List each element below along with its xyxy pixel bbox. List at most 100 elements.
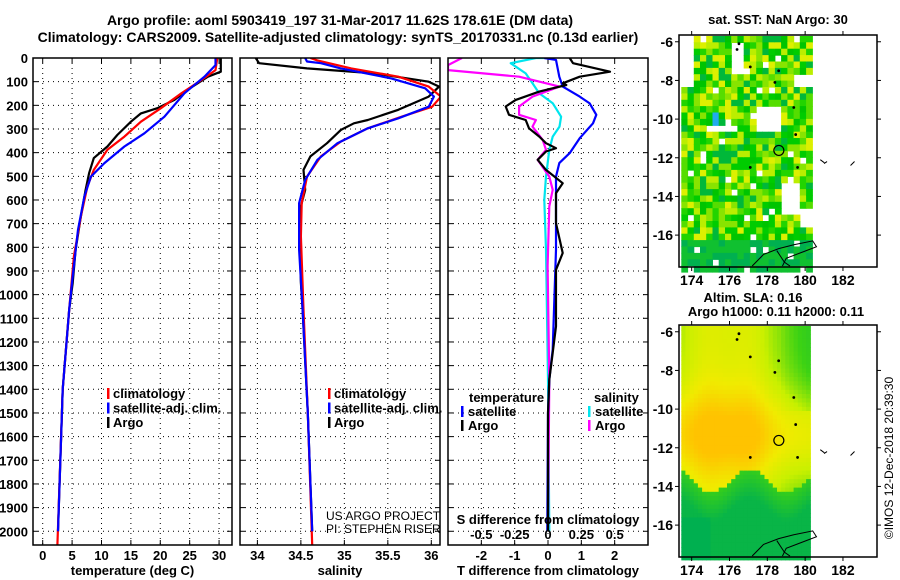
map-cell <box>797 508 803 514</box>
map-cell <box>743 246 751 254</box>
map-cell <box>793 61 801 69</box>
map-cell <box>702 479 707 484</box>
map-cell <box>762 201 770 209</box>
map-cell <box>681 351 687 357</box>
map-cell <box>772 517 778 523</box>
map-cell <box>781 517 786 523</box>
map-cell <box>735 547 741 552</box>
map-cell <box>781 334 786 340</box>
map-cell <box>768 394 774 399</box>
map-cell <box>722 389 728 395</box>
map-cell <box>789 449 795 455</box>
map-cell <box>681 423 687 429</box>
map-cell <box>687 150 695 158</box>
map-cell <box>787 67 795 75</box>
map-cell <box>735 415 741 421</box>
map-cell <box>747 330 753 335</box>
map-cell <box>693 106 701 114</box>
map-cell <box>722 500 728 506</box>
map-cell <box>772 423 778 429</box>
map-cell <box>806 55 813 63</box>
map-cell <box>685 364 691 369</box>
map-cell <box>752 423 757 429</box>
map-cell <box>747 334 753 340</box>
map-cell <box>710 406 716 412</box>
map-cell <box>768 221 776 228</box>
map-cell <box>714 457 720 463</box>
map-cell <box>725 131 732 139</box>
map-cell <box>756 381 761 387</box>
y-tick-label: 1000 <box>0 288 28 303</box>
map-cell <box>747 419 753 425</box>
map-cell <box>681 182 689 190</box>
map-cell <box>710 385 716 391</box>
map-cell <box>727 351 732 357</box>
map-cell <box>737 131 745 139</box>
map-cell <box>801 445 807 450</box>
map-cell <box>756 483 761 489</box>
x-tick-label: 1 <box>578 548 585 563</box>
map-cell <box>806 169 813 177</box>
map-cell <box>787 80 795 88</box>
map-cell <box>689 449 695 455</box>
map-cell <box>693 474 699 480</box>
map-cell <box>781 338 786 344</box>
y-tick-label: 1500 <box>0 406 28 421</box>
map-cell <box>793 221 801 228</box>
map-cell <box>764 428 770 433</box>
map-cell <box>714 530 720 535</box>
map-cell <box>747 398 753 404</box>
map-cell <box>687 131 695 139</box>
map-cell <box>772 436 778 442</box>
map-cell <box>752 343 757 348</box>
map-cell <box>685 406 691 412</box>
map-cell <box>752 394 757 399</box>
map-cell <box>693 326 699 331</box>
map-cell <box>797 394 803 399</box>
y-tick-label: 1800 <box>0 477 28 492</box>
map-cell <box>756 240 763 248</box>
map-cell <box>806 513 811 518</box>
map-cell <box>772 547 778 552</box>
map-cell <box>764 385 770 391</box>
map-cell <box>781 542 786 548</box>
map-cell <box>743 525 749 531</box>
map-cell <box>706 385 711 391</box>
map-cell <box>793 547 799 552</box>
map-cell <box>768 423 774 429</box>
map-cell <box>772 457 778 463</box>
map-cell <box>731 93 738 101</box>
map-cell <box>752 555 757 561</box>
map-cell <box>749 118 757 126</box>
map-cell <box>785 491 791 497</box>
map-cell <box>781 487 786 493</box>
map-cell <box>700 182 707 190</box>
map-cell <box>697 449 703 455</box>
map-cell <box>806 334 811 340</box>
map-cell <box>789 343 795 348</box>
map-cell <box>727 377 732 382</box>
map-cell <box>687 106 695 114</box>
y-tick-label: 2000 <box>0 524 28 539</box>
map-cell <box>727 466 732 472</box>
map-cell <box>685 551 691 557</box>
map-cell <box>722 355 728 361</box>
map-cell <box>718 338 724 344</box>
map-cell <box>785 423 791 429</box>
map-cell <box>693 423 699 429</box>
map-cell <box>727 360 732 365</box>
map-cell <box>747 428 753 433</box>
map-cell <box>681 500 687 506</box>
map-cell <box>743 118 751 126</box>
map-cell <box>712 157 720 165</box>
map-cell <box>774 93 782 101</box>
map-cell <box>706 517 711 523</box>
map-cell <box>806 93 813 101</box>
map-cell <box>737 265 745 273</box>
map-cell <box>793 351 799 357</box>
map-cell <box>793 67 801 75</box>
map-cell <box>697 500 703 506</box>
series-line-salinity-satellite <box>509 58 563 532</box>
map-cell <box>739 377 745 382</box>
